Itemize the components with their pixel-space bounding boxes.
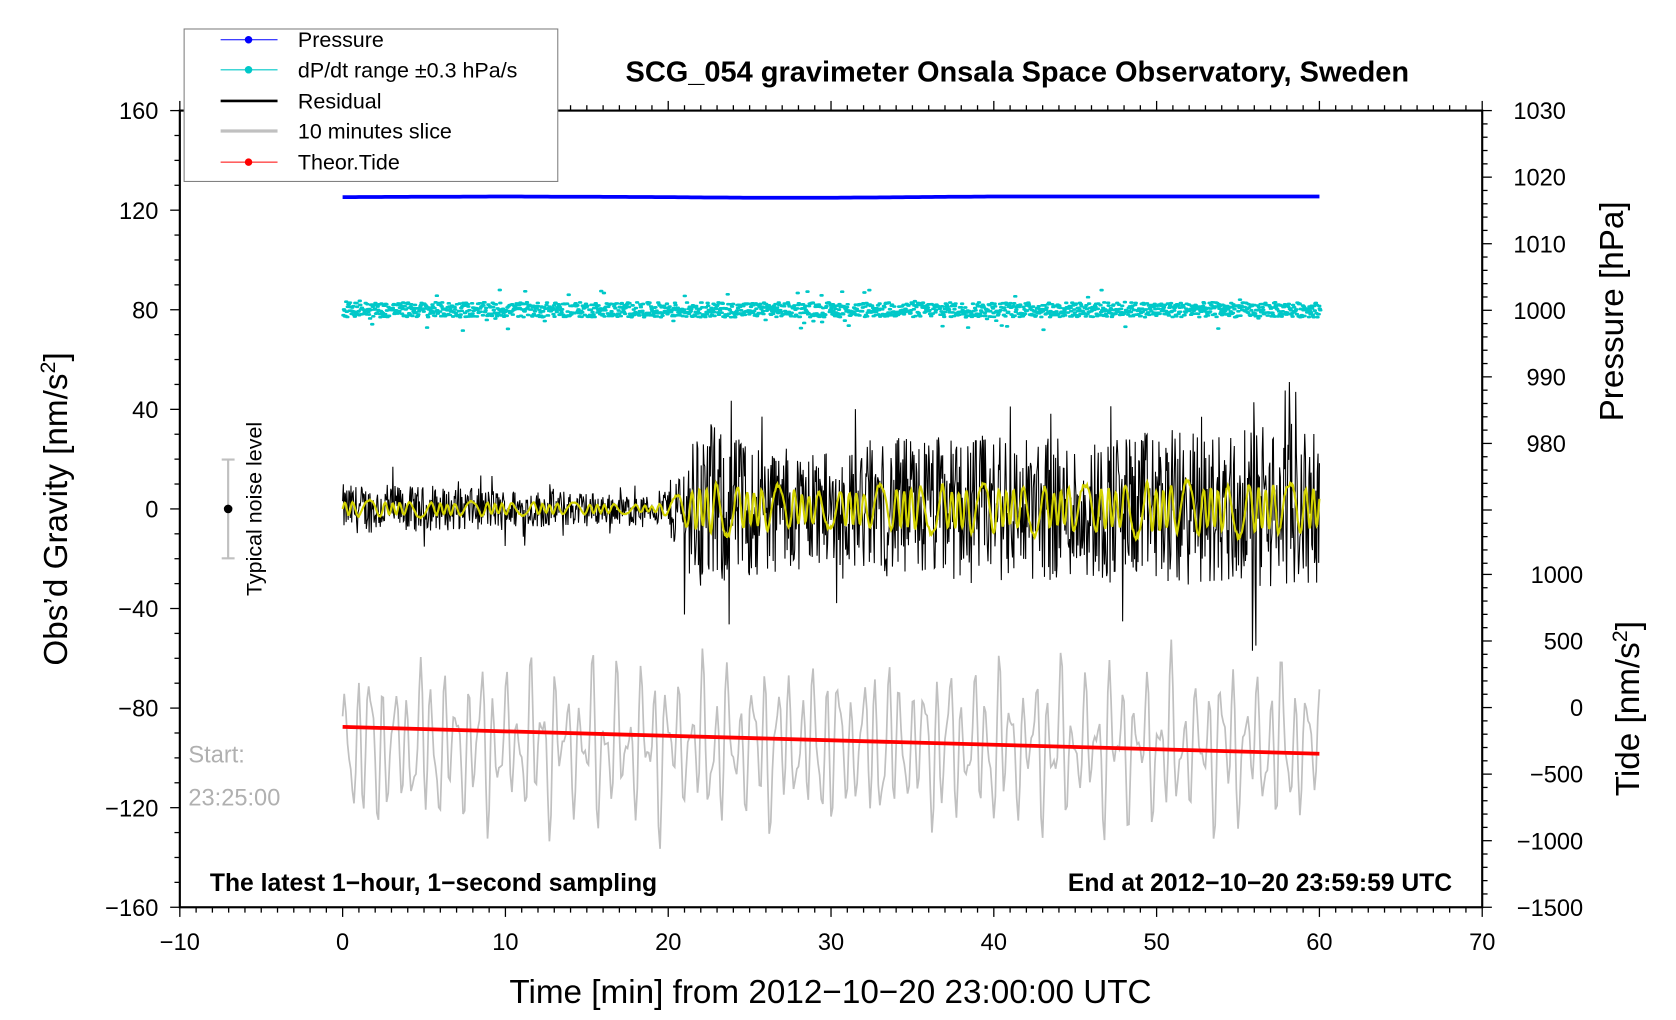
legend-entry: 10 minutes slice: [220, 120, 452, 144]
y-tick-label: 80: [132, 298, 158, 324]
data-layer: [341, 194, 1323, 849]
pressure-tick-label: 1010: [1513, 232, 1566, 258]
tide-tick-label: −1500: [1517, 896, 1583, 922]
tide-tick-label: −1000: [1517, 829, 1583, 855]
x-tick-label: 10: [492, 930, 518, 956]
legend-label: dP/dt range ±0.3 hPa/s: [298, 58, 517, 82]
x-tick-label: 0: [336, 930, 349, 956]
chart-title: SCG_054 gravimeter Onsala Space Observat…: [626, 57, 1410, 89]
legend-label: Pressure: [298, 28, 384, 52]
legend-box: [183, 28, 559, 182]
y-tick-label: −160: [105, 896, 158, 922]
legend: Pressure dP/dt range ±0.3 hPa/s Residual 10…: [183, 28, 559, 182]
noise-label: Typical noise level: [242, 422, 266, 596]
tide-tick-label: 1000: [1531, 563, 1584, 589]
sampling-note: The latest 1−hour, 1−second sampling: [210, 870, 657, 897]
noise-dot: [223, 504, 233, 514]
y-tick-label: −40: [118, 597, 158, 623]
x-tick-label: 40: [981, 930, 1007, 956]
pressure-tick-label: 1020: [1513, 166, 1566, 192]
x-tick-label: 20: [655, 930, 681, 956]
legend-label: Residual: [298, 89, 382, 113]
legend-marker: [244, 66, 253, 74]
y-axis-label-sup: 2: [36, 362, 60, 374]
noise-level-indicator: Typical noise level: [221, 422, 266, 596]
y-axis-label: Obs’d Gravity [nm/s2]: [36, 352, 75, 665]
pressure-series-line: [342, 194, 1320, 200]
legend-entry: dP/dt range ±0.3 hPa/s: [220, 58, 517, 82]
tide-axis-label-text: Tide [nm/s: [1610, 642, 1647, 796]
legend-marker: [244, 158, 253, 166]
x-tick-label: 50: [1143, 930, 1169, 956]
legend-label: 10 minutes slice: [298, 120, 452, 144]
legend-entry: Theor.Tide: [220, 151, 400, 175]
pressure-axis-label: Pressure [hPa]: [1594, 201, 1631, 421]
y-tick-label: 120: [119, 199, 158, 225]
x-axis-label: Time [min] from 2012−10−20 23:00:00 UTC: [509, 974, 1151, 1011]
tide-series-line: [342, 724, 1320, 756]
end-time-note: End at 2012−10−20 23:59:59 UTC: [1068, 870, 1452, 897]
pressure-tick-label: 1030: [1513, 99, 1566, 125]
x-tick-label: 60: [1306, 930, 1332, 956]
y-tick-label: −120: [105, 796, 158, 822]
axis-ticks: −10 0 10 20 30 40 50 60 7016012080400−40−80−120−…: [105, 99, 1583, 956]
y-tick-label: 40: [132, 398, 158, 424]
y-axis-label-text: Obs’d Gravity [nm/s: [38, 373, 75, 665]
tide-axis-label-end: ]: [1610, 621, 1647, 630]
x-tick-label: 70: [1469, 930, 1495, 956]
y-axis-label-end: ]: [38, 352, 75, 361]
pressure-tick-label: 1000: [1513, 299, 1566, 325]
tide-axis-label-sup: 2: [1608, 630, 1632, 642]
start-time: 23:25:00: [188, 785, 280, 811]
start-label: Start:: [188, 742, 244, 768]
legend-entry: Residual: [220, 89, 382, 113]
y-tick-label: 0: [145, 498, 158, 524]
legend-entry: Pressure: [220, 28, 384, 52]
tide-tick-label: 0: [1570, 696, 1583, 722]
legend-marker: [244, 35, 253, 44]
legend-items: Pressure dP/dt range ±0.3 hPa/s Residual 10…: [220, 28, 517, 175]
residual-series-line: [342, 382, 1320, 651]
pressure-tick-label: 980: [1527, 432, 1566, 458]
x-tick-label: −10: [160, 930, 200, 956]
y-tick-label: −80: [118, 697, 158, 723]
y-tick-label: 160: [119, 99, 158, 125]
x-tick-label: 30: [818, 930, 844, 956]
tide-tick-label: 500: [1544, 630, 1583, 656]
tide-tick-label: −500: [1530, 763, 1583, 789]
residual-smoothed-line: [341, 477, 1321, 542]
slice-series-line: [341, 639, 1321, 849]
tide-axis-label: Tide [nm/s2]: [1608, 621, 1647, 796]
legend-label: Theor.Tide: [298, 151, 400, 175]
pressure-tick-label: 990: [1527, 365, 1566, 391]
dpdt-series-points: [341, 288, 1323, 332]
